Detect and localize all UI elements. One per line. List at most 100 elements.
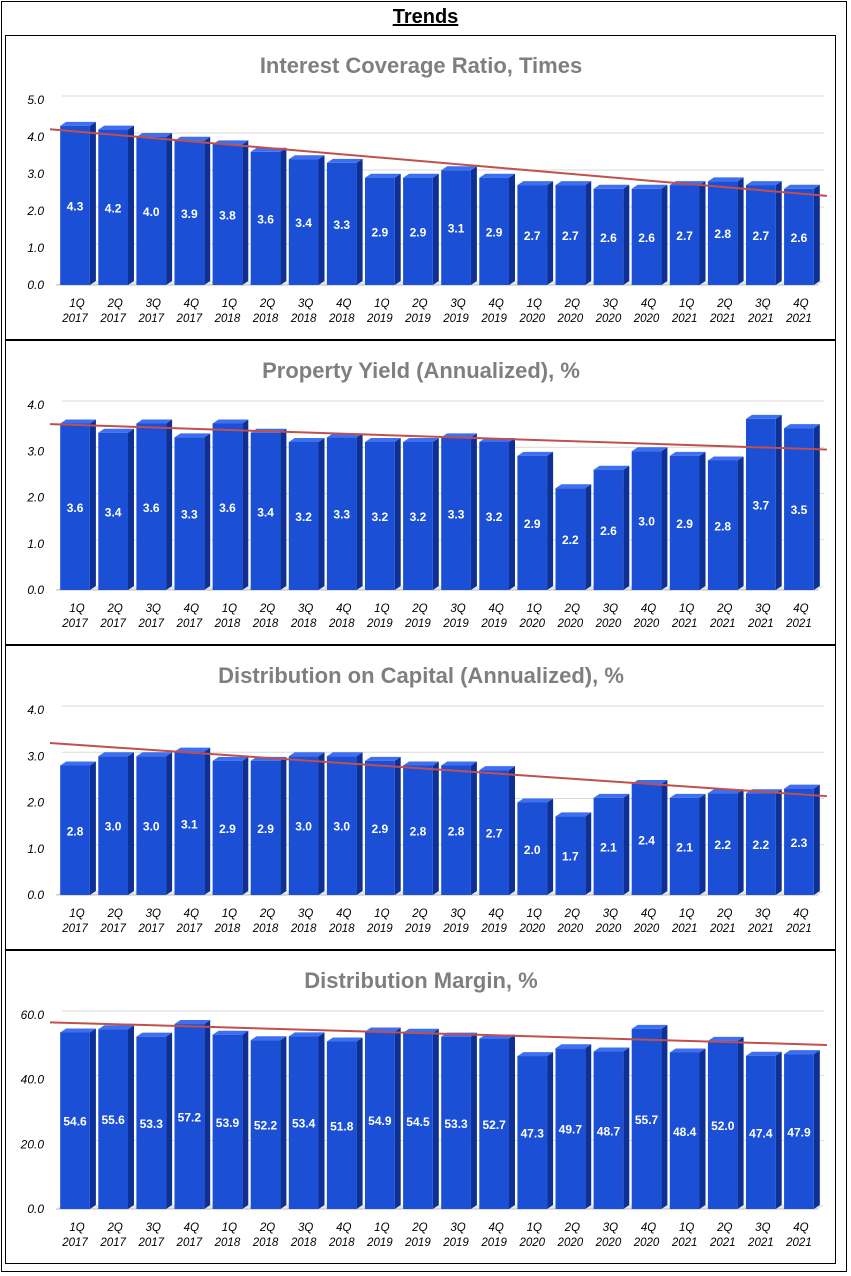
bar-side bbox=[204, 433, 211, 590]
data-label: 1.7 bbox=[562, 850, 579, 864]
data-label: 2.6 bbox=[638, 231, 655, 245]
bar-side bbox=[775, 181, 782, 285]
bar-front bbox=[784, 788, 814, 895]
data-label: 57.2 bbox=[178, 1111, 202, 1125]
bar-side bbox=[623, 1047, 630, 1209]
x-tick-quarter: 2Q bbox=[564, 1222, 580, 1234]
bar-side bbox=[89, 121, 96, 286]
x-tick-label: 1Q 2017 bbox=[61, 603, 88, 630]
data-label: 2.3 bbox=[791, 836, 808, 850]
data-label: 2.4 bbox=[638, 834, 655, 848]
bar-top bbox=[98, 1025, 135, 1030]
chart-panel-distribution-on-capital: Distribution on Capital (Annualized), % 0… bbox=[5, 645, 836, 950]
bar-side bbox=[699, 181, 706, 285]
x-tick-label: 1Q 2020 bbox=[518, 603, 545, 630]
bar-side bbox=[775, 414, 782, 590]
bar-top bbox=[555, 484, 592, 489]
bar-front bbox=[364, 177, 395, 285]
data-label: 48.4 bbox=[673, 1125, 697, 1139]
x-tick-label: 1Q 2018 bbox=[214, 1222, 241, 1249]
x-tick-year: 2019 bbox=[442, 313, 469, 325]
data-label: 47.4 bbox=[749, 1126, 773, 1140]
bar-front bbox=[364, 1031, 395, 1209]
x-tick-label: 4Q 2021 bbox=[785, 298, 812, 325]
bar-top bbox=[403, 761, 439, 766]
bar-top bbox=[98, 125, 135, 130]
bar-front bbox=[784, 188, 814, 285]
x-tick-year: 2017 bbox=[61, 1237, 88, 1249]
bar-top bbox=[136, 419, 173, 424]
x-tick-quarter: 2Q bbox=[259, 1222, 275, 1234]
bar bbox=[98, 428, 135, 590]
x-tick-label: 3Q 2020 bbox=[595, 603, 622, 630]
data-label: 3.6 bbox=[143, 501, 160, 515]
bar-top bbox=[669, 451, 706, 456]
x-tick-quarter: 4Q bbox=[488, 1222, 503, 1234]
bar-side bbox=[166, 133, 173, 285]
x-tick-label: 4Q 2018 bbox=[328, 603, 355, 630]
x-tick-label: 1Q 2021 bbox=[671, 603, 698, 630]
bar bbox=[479, 438, 516, 590]
bar-top bbox=[707, 456, 744, 461]
bar bbox=[631, 447, 668, 590]
x-tick-label: 1Q 2018 bbox=[214, 908, 241, 935]
y-tick-label: 1.0 bbox=[27, 842, 44, 856]
data-label: 53.3 bbox=[444, 1117, 468, 1131]
bar-side bbox=[699, 793, 706, 895]
x-tick-quarter: 4Q bbox=[184, 1222, 199, 1234]
y-tick-label: 3.0 bbox=[27, 749, 44, 763]
bar-top bbox=[288, 1032, 325, 1037]
data-label: 3.6 bbox=[257, 212, 274, 226]
x-tick-year: 2017 bbox=[99, 313, 126, 325]
x-tick-year: 2021 bbox=[747, 618, 774, 630]
bar bbox=[517, 181, 554, 285]
chart-distribution-margin: Distribution Margin, % 0.0 20.0 40.0 60.0 54.… bbox=[20, 968, 828, 1249]
bar-front bbox=[479, 442, 510, 590]
bar-front bbox=[98, 756, 129, 895]
data-label: 51.8 bbox=[330, 1119, 354, 1133]
bar bbox=[669, 793, 706, 895]
x-tick-year: 2021 bbox=[747, 313, 774, 325]
bar bbox=[364, 756, 401, 895]
chart-panel-distribution-margin: Distribution Margin, % 0.0 20.0 40.0 60.0 54.… bbox=[5, 950, 836, 1264]
x-tick-label: 3Q 2020 bbox=[595, 908, 622, 935]
x-tick-year: 2020 bbox=[518, 313, 545, 325]
bar-side bbox=[204, 747, 211, 895]
bar-side bbox=[280, 1036, 287, 1209]
bar-side bbox=[509, 766, 516, 895]
bar-front bbox=[517, 185, 548, 285]
bar bbox=[631, 780, 668, 895]
bar bbox=[784, 184, 820, 285]
x-tick-year: 2017 bbox=[99, 618, 126, 630]
bar bbox=[60, 1028, 96, 1209]
x-tick-year: 2020 bbox=[595, 923, 622, 935]
bar-side bbox=[204, 136, 211, 285]
data-label: 48.7 bbox=[597, 1124, 621, 1138]
x-tick-quarter: 4Q bbox=[488, 298, 503, 310]
x-tick-year: 2017 bbox=[99, 1237, 126, 1249]
bar bbox=[212, 140, 249, 285]
data-label: 53.3 bbox=[140, 1117, 164, 1131]
bar-front bbox=[745, 1055, 776, 1209]
bar-front bbox=[593, 797, 624, 895]
bar-top bbox=[288, 752, 325, 757]
bar-front bbox=[212, 144, 243, 285]
x-tick-year: 2017 bbox=[61, 923, 88, 935]
y-tick-label: 3.0 bbox=[27, 167, 44, 181]
x-tick-quarter: 4Q bbox=[184, 603, 199, 615]
bar-side bbox=[128, 752, 135, 895]
x-tick-quarter: 4Q bbox=[336, 603, 351, 615]
x-tick-label: 1Q 2017 bbox=[61, 1222, 88, 1249]
bar-front bbox=[326, 1041, 357, 1209]
bar-side bbox=[394, 756, 401, 895]
x-tick-quarter: 4Q bbox=[641, 298, 656, 310]
bar bbox=[136, 1032, 173, 1209]
bar-front bbox=[326, 756, 357, 895]
x-tick-label: 1Q 2019 bbox=[366, 908, 393, 935]
bar-top bbox=[517, 451, 554, 456]
data-label: 2.6 bbox=[600, 524, 617, 538]
bar bbox=[98, 752, 135, 895]
x-tick-year: 2021 bbox=[709, 313, 736, 325]
x-tick-year: 2017 bbox=[137, 313, 164, 325]
